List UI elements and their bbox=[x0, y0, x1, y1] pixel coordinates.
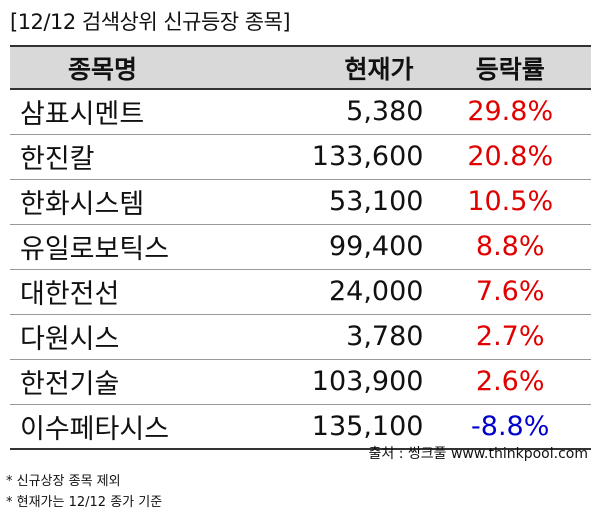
stock-name: 다원시스 bbox=[20, 324, 120, 355]
stock-price: 135,100 bbox=[311, 410, 424, 442]
table-row: 한진칼 133,600 20.8% bbox=[10, 134, 591, 179]
header-change: 등락률 bbox=[475, 54, 545, 84]
stock-name: 한전기술 bbox=[20, 369, 120, 400]
table-row: 한전기술 103,900 2.6% bbox=[10, 359, 591, 404]
footnote: * 현재가는 12/12 종가 기준 bbox=[6, 495, 163, 510]
stock-price: 99,400 bbox=[328, 231, 424, 262]
stock-name: 한진칼 bbox=[20, 144, 95, 175]
stock-change: -8.8% bbox=[471, 410, 550, 442]
stock-name: 대한전선 bbox=[20, 279, 120, 310]
stock-change: 8.8% bbox=[475, 231, 545, 262]
source-credit: 출처 : 씽크풀 www.thinkpool.com bbox=[368, 446, 588, 462]
stock-name: 이수페타시스 bbox=[20, 413, 170, 445]
header-name: 종목명 bbox=[68, 54, 138, 84]
header-price: 현재가 bbox=[344, 54, 414, 84]
stock-price: 3,780 bbox=[346, 321, 424, 352]
table-row: 대한전선 24,000 7.6% bbox=[10, 269, 591, 314]
stock-change: 29.8% bbox=[467, 96, 554, 128]
stock-change: 20.8% bbox=[467, 141, 554, 172]
stock-price: 53,100 bbox=[328, 186, 424, 217]
stock-change: 2.6% bbox=[475, 366, 545, 397]
stock-name: 유일로보틱스 bbox=[20, 234, 170, 265]
stock-price: 5,380 bbox=[346, 96, 424, 128]
page-title: [12/12 검색상위 신규등장 종목] bbox=[10, 10, 291, 34]
table-row: 유일로보틱스 99,400 8.8% bbox=[10, 224, 591, 269]
stock-price: 24,000 bbox=[328, 276, 424, 307]
table-row: 다원시스 3,780 2.7% bbox=[10, 314, 591, 359]
stock-change: 2.7% bbox=[475, 321, 545, 352]
footnote: * 신규상장 종목 제외 bbox=[6, 474, 121, 489]
table-row: 삼표시멘트 5,380 29.8% bbox=[10, 89, 591, 134]
stock-table: 종목명 현재가 등락률 삼표시멘트 5,380 29.8% 한진칼 133,60… bbox=[10, 45, 591, 450]
table-row: 한화시스템 53,100 10.5% bbox=[10, 179, 591, 224]
table-header: 종목명 현재가 등락률 bbox=[10, 46, 591, 89]
stock-change: 10.5% bbox=[467, 186, 554, 217]
stock-price: 133,600 bbox=[311, 141, 424, 172]
stock-name: 삼표시멘트 bbox=[20, 99, 145, 131]
stock-name: 한화시스템 bbox=[20, 189, 145, 220]
table-row: 이수페타시스 135,100 -8.8% bbox=[10, 404, 591, 449]
stock-change: 7.6% bbox=[475, 276, 545, 307]
stock-price: 103,900 bbox=[311, 366, 424, 397]
